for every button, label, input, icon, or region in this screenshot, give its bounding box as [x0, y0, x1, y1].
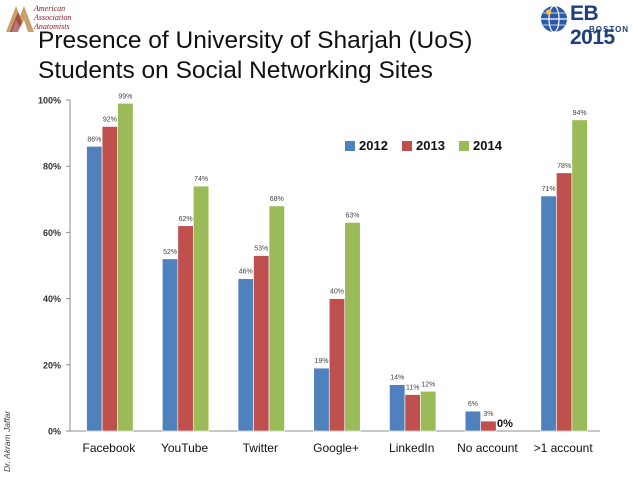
legend-swatch-2014 — [459, 141, 469, 151]
bar-2013 — [101, 126, 118, 432]
title-line-2: Students on Social Networking Sites — [38, 57, 433, 84]
bar-2013 — [404, 394, 421, 432]
data-label: 68% — [270, 196, 284, 203]
data-label: 62% — [179, 216, 193, 223]
bar-2013 — [328, 298, 346, 432]
y-tick-label: 60% — [43, 228, 61, 238]
bar-2014 — [571, 119, 588, 432]
x-tick-label: Google+ — [313, 441, 359, 455]
legend-label: 2013 — [416, 138, 445, 153]
bar-2014 — [344, 222, 361, 432]
x-tick-label: No account — [457, 441, 518, 455]
data-label: 0% — [497, 418, 513, 430]
data-label: 53% — [254, 246, 268, 253]
bar-2012 — [464, 410, 481, 432]
x-tick-label: LinkedIn — [389, 441, 434, 455]
data-label: 12% — [421, 381, 435, 388]
legend-swatch-2012 — [345, 141, 355, 151]
data-label: 11% — [406, 385, 420, 392]
y-tick-label: 40% — [43, 294, 61, 304]
y-tick-label: 100% — [38, 96, 61, 106]
data-label: 3% — [483, 411, 493, 418]
page-title: Presence of University of Sharjah (UoS) … — [38, 26, 472, 86]
eb-logo-main: EB 2015 — [570, 2, 615, 49]
eb-logo-sub: BOSTON — [589, 25, 630, 34]
title-line-1: Presence of University of Sharjah (UoS) — [38, 27, 473, 54]
y-tick-label: 20% — [43, 360, 61, 370]
bar-2013 — [253, 255, 270, 432]
x-tick-label: YouTube — [161, 441, 208, 455]
data-label: 94% — [573, 110, 587, 117]
data-label: 99% — [118, 93, 132, 100]
data-label: 14% — [390, 375, 404, 382]
data-label: 40% — [330, 289, 344, 296]
x-tick-label: >1 account — [534, 441, 594, 455]
data-label: 86% — [87, 136, 101, 143]
bar-2014 — [420, 390, 437, 432]
legend-label: 2012 — [359, 138, 388, 153]
aaa-logo-line-3: Anatomists — [34, 22, 70, 31]
aaa-logo-mark — [6, 6, 34, 32]
data-label: 92% — [103, 116, 117, 123]
data-label: 52% — [163, 249, 177, 256]
aaa-logo-line-1: American — [34, 4, 66, 13]
data-label: 63% — [345, 212, 359, 219]
bar-2012 — [389, 384, 406, 432]
bar-2012 — [86, 146, 103, 432]
data-label: 74% — [194, 176, 208, 183]
bar-2013 — [480, 420, 497, 432]
bar-2012 — [162, 258, 179, 432]
data-label: 6% — [468, 401, 478, 408]
bar-2013 — [177, 225, 194, 432]
eb-logo-globe-icon — [541, 5, 567, 33]
y-tick-label: 0% — [48, 427, 61, 437]
aaa-logo-text: American Association Anatomists — [34, 4, 71, 31]
data-label: 19% — [314, 358, 328, 365]
aaa-logo: American Association Anatomists — [4, 2, 104, 36]
aaa-logo-line-2: Association — [34, 13, 72, 22]
bar-2012 — [313, 367, 330, 432]
eb-logo: EB 2015 BOSTON — [540, 2, 636, 49]
legend-swatch-2013 — [402, 141, 412, 151]
bar-2014 — [193, 185, 210, 432]
data-label: 71% — [542, 186, 556, 193]
bar-2014 — [268, 205, 285, 432]
x-tick-label: Facebook — [83, 441, 137, 455]
bar-2012 — [540, 195, 557, 432]
data-label: 46% — [239, 269, 253, 276]
x-tick-label: Twitter — [243, 441, 278, 455]
y-tick-label: 80% — [43, 162, 61, 172]
bar-2012 — [237, 278, 254, 432]
data-label: 78% — [557, 163, 571, 170]
bar-2013 — [556, 172, 573, 432]
bar-2014 — [117, 103, 134, 432]
legend-label: 2014 — [473, 138, 503, 153]
